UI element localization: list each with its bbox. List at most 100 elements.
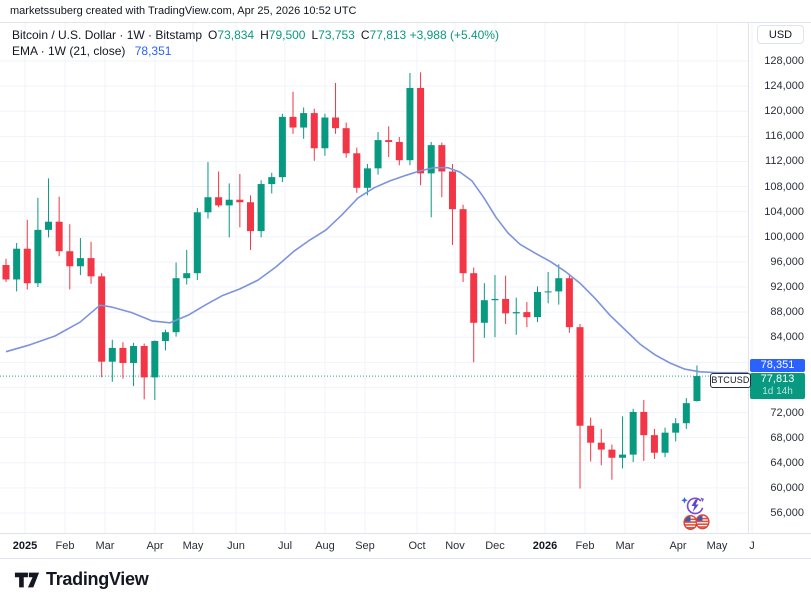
candle[interactable]: [512, 297, 520, 335]
candle-body: [576, 327, 584, 426]
candle-body: [406, 87, 414, 161]
time-axis-label: Mar: [95, 540, 115, 552]
price-axis-divider: [748, 22, 749, 533]
candle-body: [619, 454, 627, 458]
candle-body: [268, 177, 276, 185]
candle-body: [650, 435, 658, 453]
candle[interactable]: [448, 163, 456, 245]
candle[interactable]: [417, 72, 425, 186]
candle[interactable]: [576, 324, 584, 489]
candle-body: [565, 278, 573, 328]
candle-body: [534, 292, 541, 318]
ohlc-value: 73,753: [318, 28, 355, 42]
candle[interactable]: [672, 418, 680, 442]
candle[interactable]: [470, 267, 478, 363]
candle-body: [693, 376, 701, 402]
candle[interactable]: [300, 107, 308, 139]
candle[interactable]: [555, 264, 563, 305]
candle-body: [502, 298, 510, 314]
candle[interactable]: [395, 136, 403, 166]
candle[interactable]: [140, 343, 148, 400]
candle[interactable]: [204, 162, 212, 219]
candle[interactable]: [108, 339, 116, 382]
grid: [0, 22, 753, 533]
candlestick-series[interactable]: [2, 72, 701, 489]
candle[interactable]: [87, 241, 95, 284]
candle[interactable]: [161, 329, 169, 351]
candle[interactable]: [332, 82, 340, 134]
candle[interactable]: [363, 163, 371, 196]
legend: Bitcoin / U.S. Dollar · 1W · Bitstamp O73…: [12, 27, 499, 59]
candle-body: [246, 202, 254, 232]
candle[interactable]: [130, 342, 138, 387]
candle[interactable]: [406, 72, 414, 166]
candle[interactable]: [459, 204, 467, 282]
candle-body: [130, 346, 138, 363]
candle[interactable]: [629, 408, 637, 463]
candle[interactable]: [587, 417, 595, 462]
candle[interactable]: [438, 142, 446, 198]
candle[interactable]: [246, 195, 254, 250]
candle[interactable]: [650, 428, 658, 460]
candle[interactable]: [374, 131, 382, 175]
currency-usd-button[interactable]: USD: [757, 25, 804, 44]
time-axis-label: Aug: [315, 540, 335, 552]
candle[interactable]: [225, 183, 233, 238]
candle-body: [236, 199, 244, 203]
candle[interactable]: [98, 273, 106, 378]
candle[interactable]: [76, 238, 84, 276]
candle[interactable]: [257, 180, 265, 238]
candle[interactable]: [565, 273, 573, 333]
candle[interactable]: [640, 400, 648, 461]
symbol-legend-row[interactable]: Bitcoin / U.S. Dollar · 1W · Bitstamp O73…: [12, 27, 499, 43]
candle[interactable]: [619, 416, 627, 469]
candle[interactable]: [534, 286, 541, 323]
candle-body: [278, 116, 286, 178]
time-axis-label: Feb: [575, 540, 595, 552]
ema-legend-row[interactable]: EMA · 1W (21, close) 78,351: [12, 43, 499, 59]
candle[interactable]: [172, 262, 180, 337]
candle[interactable]: [236, 174, 244, 228]
candle[interactable]: [523, 302, 531, 328]
candle[interactable]: [23, 219, 31, 290]
candle[interactable]: [661, 427, 669, 458]
candle[interactable]: [55, 196, 63, 257]
candle[interactable]: [310, 108, 318, 161]
candle-body: [448, 171, 456, 210]
candle[interactable]: [427, 141, 435, 218]
candle[interactable]: [597, 428, 605, 466]
candle-body: [672, 423, 680, 433]
candle[interactable]: [2, 258, 10, 282]
time-axis-label: Jun: [227, 540, 245, 552]
candle[interactable]: [480, 283, 488, 338]
candle[interactable]: [268, 172, 276, 194]
candle[interactable]: [151, 340, 159, 400]
candle[interactable]: [544, 271, 552, 304]
candle[interactable]: [289, 91, 297, 134]
candle[interactable]: [34, 197, 42, 287]
candle[interactable]: [183, 249, 191, 285]
candle[interactable]: [353, 147, 361, 193]
candle[interactable]: [321, 113, 329, 156]
candle[interactable]: [45, 178, 53, 238]
candle-body: [587, 425, 595, 443]
us-flags-icon: [683, 514, 710, 531]
candle[interactable]: [502, 275, 510, 325]
candle[interactable]: [278, 113, 286, 183]
candle[interactable]: [342, 122, 350, 158]
candle[interactable]: [193, 207, 201, 281]
ohlc-value: 77,813: [369, 28, 407, 42]
candle[interactable]: [119, 342, 127, 379]
candle[interactable]: [385, 126, 393, 158]
candle[interactable]: [66, 224, 74, 290]
candle[interactable]: [682, 398, 690, 429]
candle[interactable]: [608, 444, 616, 480]
candle[interactable]: [491, 275, 499, 338]
candle[interactable]: [215, 171, 223, 208]
tradingview-logo[interactable]: TradingView: [14, 569, 149, 590]
candle-body: [385, 140, 393, 142]
candle[interactable]: [13, 243, 21, 292]
candle-body: [363, 168, 371, 188]
candle-body: [23, 248, 31, 284]
